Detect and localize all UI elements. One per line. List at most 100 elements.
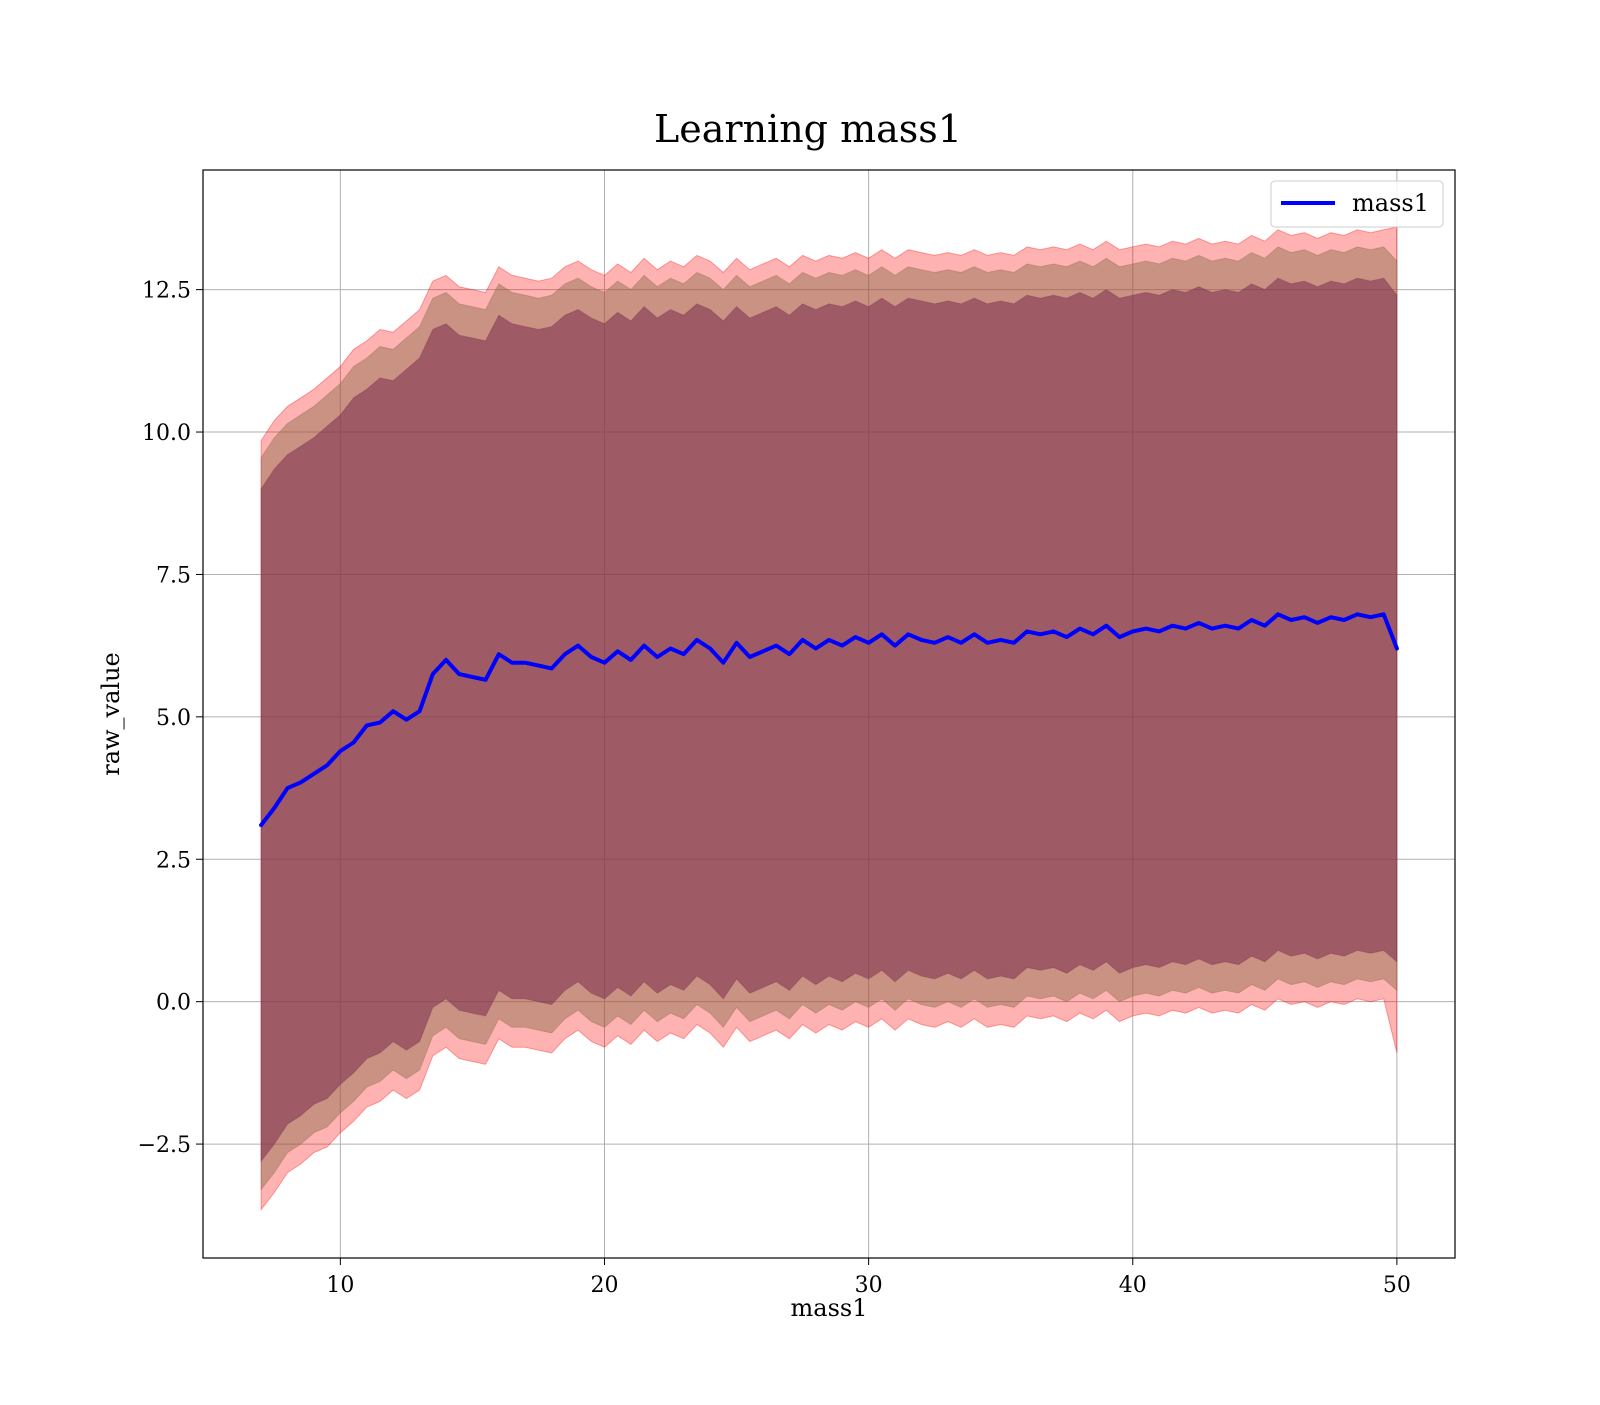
- data-point: [1250, 618, 1253, 622]
- data-point: [867, 641, 870, 644]
- data-point: [682, 652, 685, 656]
- data-point: [259, 823, 263, 827]
- data-point: [1290, 618, 1293, 622]
- data-point: [1356, 613, 1359, 616]
- data-point: [722, 661, 725, 664]
- data-point: [695, 638, 699, 642]
- data-point: [524, 661, 527, 664]
- y-tick-label-4: 7.5: [156, 563, 191, 588]
- legend: mass1: [1270, 180, 1444, 228]
- data-point: [1091, 633, 1095, 636]
- y-tick-label-1: 0.0: [156, 991, 191, 1016]
- data-point: [642, 644, 646, 647]
- data-point: [933, 641, 936, 644]
- data-point: [576, 644, 580, 647]
- data-point: [603, 661, 606, 664]
- data-point: [801, 638, 804, 642]
- data-point: [339, 749, 342, 753]
- data-point: [1210, 627, 1214, 630]
- y-axis-label: raw_value: [97, 652, 125, 776]
- data-point: [708, 647, 712, 650]
- data-point: [1184, 627, 1187, 630]
- data-point: [1118, 635, 1121, 639]
- data-point: [550, 667, 553, 670]
- data-point: [735, 641, 738, 644]
- data-point: [497, 652, 501, 656]
- data-point: [325, 764, 329, 767]
- data-point: [959, 641, 963, 644]
- data-point: [1329, 615, 1333, 619]
- data-point: [484, 678, 487, 682]
- confidence-bands: [260, 226, 1398, 1212]
- data-point: [761, 650, 765, 653]
- data-point: [286, 786, 289, 790]
- data-point: [378, 721, 382, 724]
- data-point: [1197, 621, 1200, 625]
- x-tick-label-4: 50: [1383, 1273, 1411, 1298]
- data-point: [1065, 635, 1068, 639]
- y-tick-label-6: 12.5: [142, 279, 191, 304]
- data-point: [1369, 615, 1372, 619]
- data-point: [986, 641, 989, 644]
- data-point: [1303, 615, 1306, 619]
- data-point: [1342, 618, 1346, 622]
- data-point: [1025, 630, 1029, 633]
- data-point: [1316, 621, 1319, 625]
- data-point: [999, 638, 1002, 642]
- legend-box: [1270, 180, 1444, 228]
- series-points-mass1: [259, 613, 1399, 827]
- y-tick-label-5: 10.0: [142, 421, 191, 446]
- data-point: [907, 633, 910, 636]
- data-point: [418, 709, 421, 713]
- data-point: [510, 661, 514, 664]
- legend-label-mass1: mass1: [1352, 189, 1429, 217]
- data-point: [656, 655, 659, 659]
- data-point: [431, 672, 434, 676]
- y-tick-label-3: 5.0: [156, 706, 191, 731]
- data-point: [973, 633, 976, 636]
- data-point: [774, 644, 778, 647]
- x-tick-label-0: 10: [326, 1273, 354, 1298]
- data-point: [273, 806, 276, 810]
- series-lines: [259, 612, 1399, 828]
- data-point: [946, 635, 950, 639]
- data-point: [827, 638, 831, 642]
- data-point: [1144, 627, 1148, 630]
- data-point: [312, 772, 316, 776]
- chart-title: Learning mass1: [654, 107, 962, 151]
- data-point: [880, 633, 884, 636]
- data-point: [748, 655, 751, 659]
- data-point: [814, 647, 817, 650]
- data-point: [841, 644, 844, 647]
- data-point: [537, 664, 540, 667]
- data-point: [563, 652, 567, 656]
- data-point: [1052, 630, 1055, 633]
- data-point: [458, 672, 461, 676]
- data-point: [365, 724, 368, 727]
- data-point: [1395, 647, 1399, 650]
- data-point: [590, 655, 593, 659]
- plot-frame: [202, 169, 1456, 1259]
- x-tick-label-3: 40: [1119, 1273, 1147, 1298]
- data-point: [1171, 624, 1174, 627]
- data-point: [1131, 630, 1134, 633]
- data-point: [854, 635, 857, 639]
- y-tick-label-2: 2.5: [156, 848, 191, 873]
- data-point: [893, 644, 897, 647]
- data-point: [1224, 624, 1227, 627]
- x-axis-ticks: 10 20 30 40 50: [326, 1258, 1411, 1298]
- data-point: [920, 638, 923, 642]
- data-point: [1105, 624, 1108, 627]
- data-point: [1382, 613, 1385, 616]
- data-point: [299, 781, 302, 784]
- data-point: [669, 647, 672, 650]
- data-point: [629, 658, 633, 662]
- band-inner: [260, 277, 1398, 1163]
- data-point: [1012, 641, 1016, 644]
- data-point: [1157, 630, 1161, 633]
- data-point: [1237, 627, 1240, 630]
- data-point: [788, 652, 791, 656]
- x-axis-label: mass1: [791, 1294, 868, 1322]
